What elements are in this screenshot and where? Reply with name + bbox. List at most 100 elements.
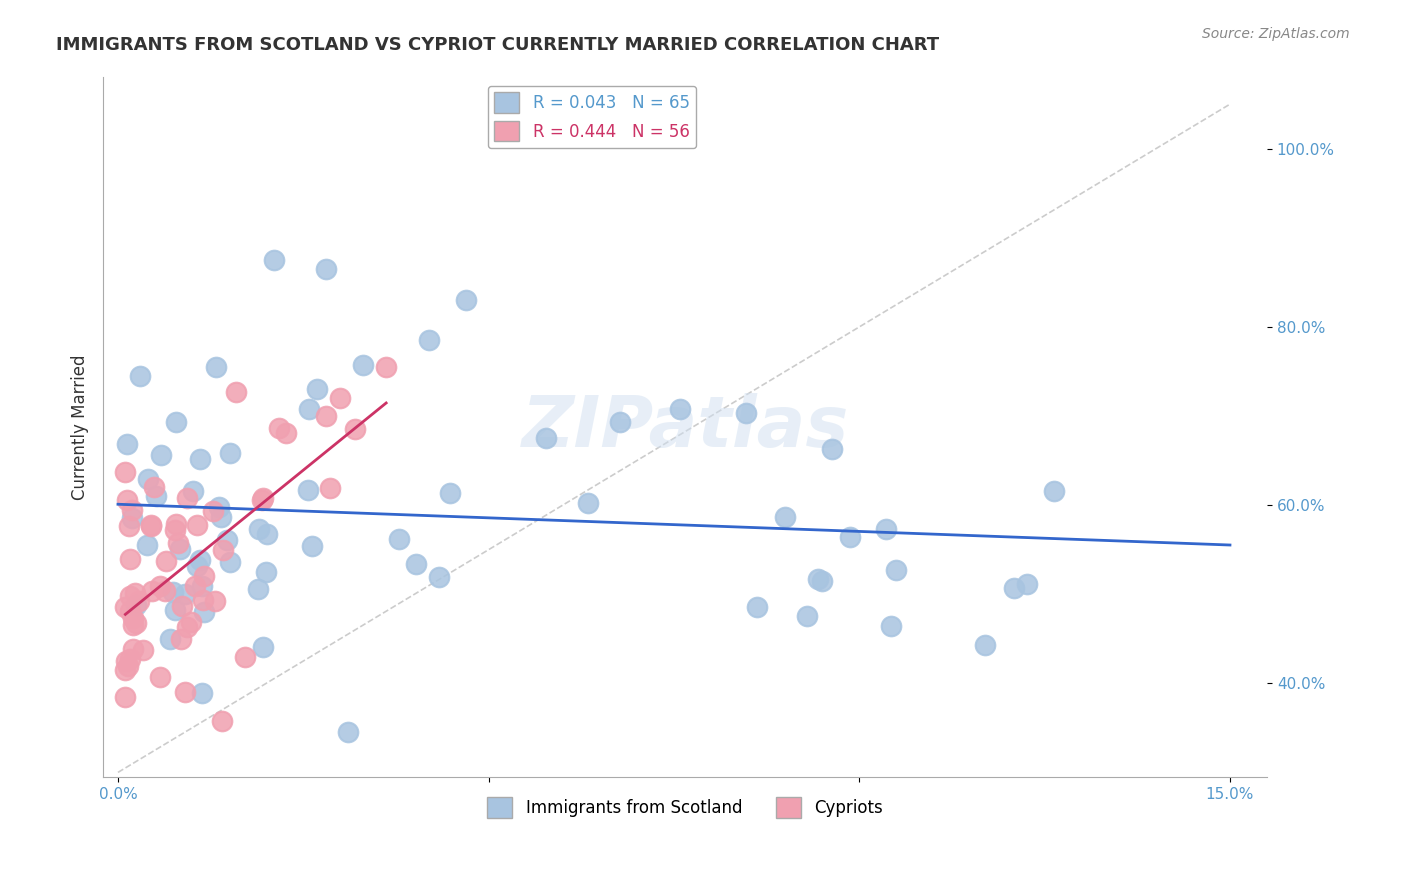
Point [188,452,211,467]
Point [163,523,186,537]
Point [186,558,208,573]
Point [173,685,195,699]
Point [141,583,163,598]
Point [267,421,290,435]
Point [301,539,323,553]
Legend: Immigrants from Scotland, Cypriots: Immigrants from Scotland, Cypriots [481,791,890,824]
Point [176,491,198,506]
Point [125,599,148,613]
Point [155,554,177,568]
Point [125,615,148,630]
Point [212,543,235,558]
Point [418,333,440,347]
Point [165,517,187,532]
Point [427,570,450,584]
Point [796,609,818,624]
Point [821,442,844,457]
Point [121,642,143,657]
Point [745,599,768,614]
Point [143,480,166,494]
Point [233,650,256,665]
Point [135,538,157,552]
Point [298,401,321,416]
Point [118,604,141,618]
Point [114,690,136,704]
Point [388,532,411,546]
Point [274,425,297,440]
Point [879,618,901,632]
Point [169,632,191,647]
Point [254,565,277,579]
Point [180,615,202,629]
Point [121,503,143,517]
Point [186,518,208,533]
Point [184,579,207,593]
Point [159,632,181,646]
Point [344,422,367,436]
Point [114,466,136,480]
Text: ZIPatlas: ZIPatlas [522,392,849,462]
Point [250,492,273,507]
Point [128,593,150,607]
Text: IMMIGRANTS FROM SCOTLAND VS CYPRIOT CURRENTLY MARRIED CORRELATION CHART: IMMIGRANTS FROM SCOTLAND VS CYPRIOT CURR… [56,36,939,54]
Point [188,553,211,567]
Point [773,510,796,524]
Point [219,446,242,460]
Point [246,582,269,596]
Point [315,409,337,423]
Point [193,569,215,583]
Point [1017,576,1039,591]
Point [124,586,146,600]
Point [247,522,270,536]
Point [117,659,139,673]
Point [297,483,319,497]
Point [208,500,231,514]
Point [256,527,278,541]
Point [163,603,186,617]
Point [176,620,198,634]
Point [167,536,190,550]
Point [115,436,138,450]
Point [122,617,145,632]
Point [225,384,247,399]
Point [118,551,141,566]
Point [576,496,599,510]
Point [121,511,143,525]
Point [1002,581,1025,595]
Point [118,519,141,533]
Point [811,574,834,588]
Point [181,483,204,498]
Point [193,605,215,619]
Point [190,578,212,592]
Point [191,592,214,607]
Point [191,686,214,700]
Point [263,253,285,268]
Point [136,472,159,486]
Point [405,557,427,571]
Point [329,391,352,405]
Point [807,573,830,587]
Point [173,587,195,601]
Point [149,670,172,684]
Point [165,415,187,429]
Point [375,359,398,374]
Point [305,382,328,396]
Point [219,555,242,569]
Point [609,415,631,429]
Point [215,533,238,548]
Point [204,360,226,375]
Point [209,510,232,524]
Point [252,640,274,654]
Point [139,519,162,533]
Point [132,643,155,657]
Point [884,564,907,578]
Point [114,663,136,677]
Point [318,481,340,495]
Text: Source: ZipAtlas.com: Source: ZipAtlas.com [1202,27,1350,41]
Point [534,431,557,445]
Point [456,293,478,308]
Point [211,714,233,728]
Point [669,402,692,417]
Point [1043,483,1066,498]
Point [204,593,226,607]
